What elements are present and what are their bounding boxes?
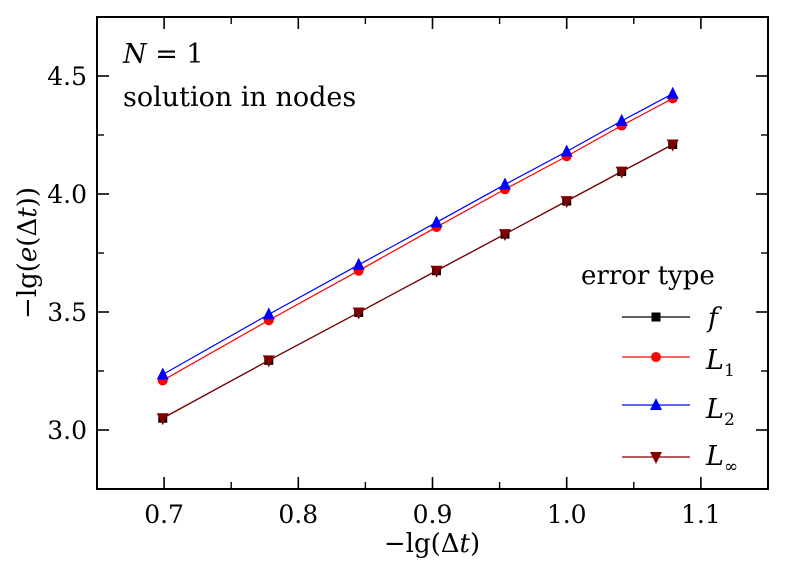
y-tick-label: 4.0 [47,180,87,209]
legend-label-l1: L1 [705,345,735,381]
data-point-linf [560,196,573,209]
x-tick-label: 1.0 [547,500,587,529]
x-tick-label: 0.7 [144,500,184,529]
x-tick-label: 1.1 [681,500,721,529]
data-point-l2 [262,307,275,320]
data-point-l2 [498,177,511,190]
legend-label-linf-sub: ∞ [724,457,738,477]
data-point-linf [262,355,275,368]
annotation-n: N = 1 [122,39,204,70]
data-point-linf [666,139,679,152]
series-l1 [157,93,678,386]
data-point-l2 [430,215,443,228]
data-point-l2 [615,113,628,126]
series-line-l2 [162,93,673,376]
legend-rows [622,312,690,464]
y-axis-title: −lg(e(Δt)) [13,187,43,319]
legend-label-f-main: f [706,303,722,334]
data-point-linf [156,413,169,426]
x-tick-label: 0.8 [278,500,318,529]
series-line-l1 [162,97,673,381]
legend-label-linf-main: L [705,441,724,472]
annotation-solution: solution in nodes [123,82,356,113]
legend-label-linf: L∞ [705,441,738,477]
series-line-linf [162,143,673,419]
legend-marker-l2 [650,398,662,410]
x-axis-title: −lg(Δt) [384,529,480,559]
legend-label-l2-sub: 2 [724,410,735,430]
data-point-l2 [560,144,573,157]
data-point-l2 [352,257,365,270]
axis-ticks: 0.7 0.8 0.9 1.0 1.1 3.0 3.5 4.0 4.5 [47,16,769,529]
legend: error type f L1 L2 L∞ [581,261,738,477]
legend-marker-linf [650,452,662,464]
y-tick-label: 4.5 [47,62,87,91]
legend-label-f: f [706,303,722,334]
data-point-l2 [666,86,679,99]
legend-label-l1-sub: 1 [724,361,735,381]
y-tick-label: 3.5 [47,298,87,327]
legend-label-l2: L2 [705,394,735,430]
data-point-linf [430,265,443,278]
y-title-t: t [13,207,43,218]
legend-marker-f [651,312,661,322]
y-tick-label: 3.0 [47,416,87,445]
annotation-n-rest: = 1 [147,39,204,70]
data-point-linf [615,166,628,179]
y-title-e: e [13,247,43,262]
legend-marker-l1 [651,352,661,362]
data-point-l2 [156,367,169,380]
data-point-linf [498,229,511,242]
annotation-n-symbol: N [122,39,148,70]
data-point-linf [352,307,365,320]
legend-title: error type [581,261,715,291]
x-tick-label: 0.9 [413,500,453,529]
x-title-t: t [460,529,471,559]
legend-label-l2-main: L [705,394,724,425]
legend-label-l1-main: L [705,345,724,376]
series-l2 [156,86,679,380]
series-linf [156,139,679,426]
series-layer [156,86,679,426]
